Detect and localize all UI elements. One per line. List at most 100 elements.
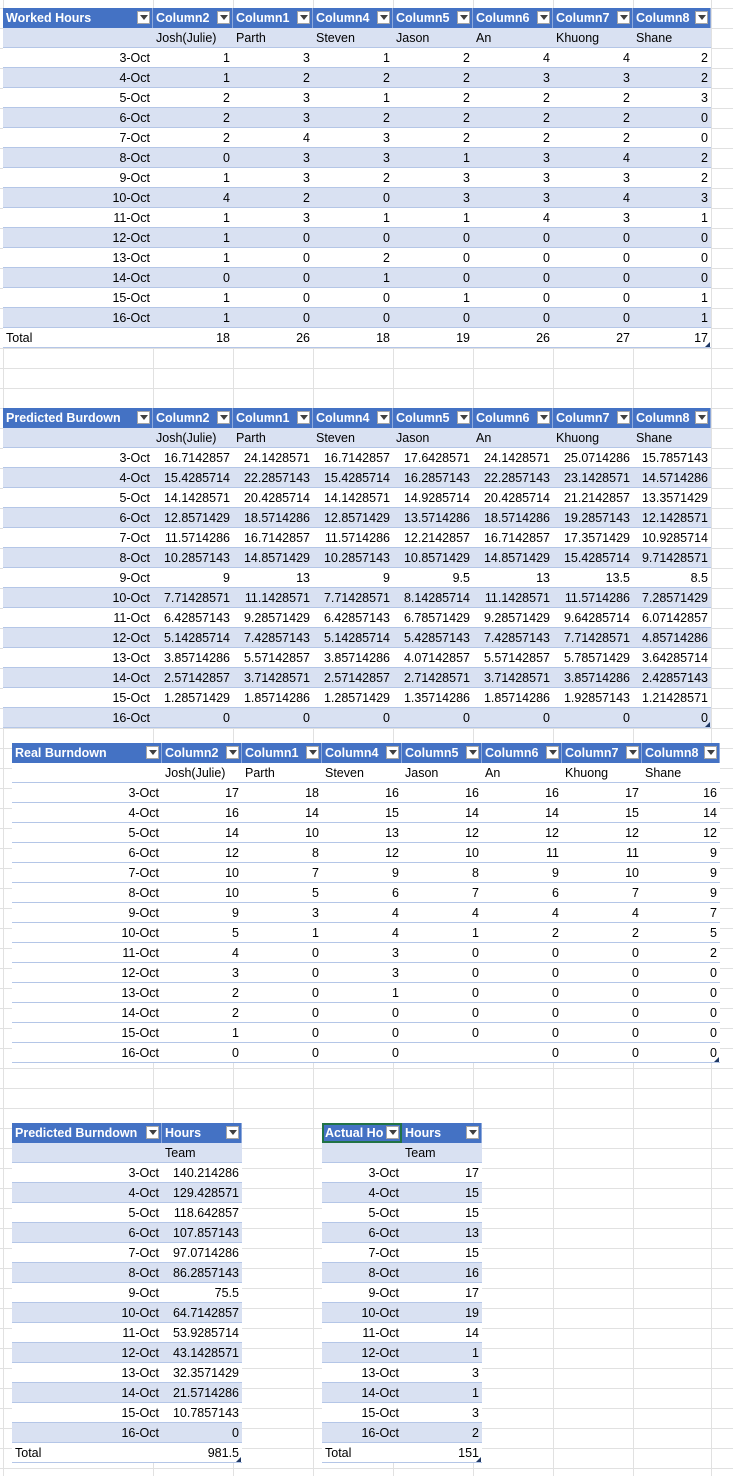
table-cell[interactable]: 2	[153, 128, 233, 148]
table-cell[interactable]: 6-Oct	[3, 508, 153, 528]
table-cell[interactable]: 13-Oct	[3, 648, 153, 668]
table-cell[interactable]: 5-Oct	[322, 1203, 402, 1223]
table-cell[interactable]: 1	[393, 208, 473, 228]
table-cell[interactable]: 15.7857143	[633, 448, 711, 468]
table-cell[interactable]: Khuong	[553, 428, 633, 448]
table-cell[interactable]: 13.3571429	[633, 488, 711, 508]
table-cell[interactable]: 7-Oct	[322, 1243, 402, 1263]
table-cell[interactable]: 2	[313, 168, 393, 188]
table-cell[interactable]: An	[482, 763, 562, 783]
table-cell[interactable]: 10.8571429	[393, 548, 473, 568]
table-cell[interactable]: 3	[233, 148, 313, 168]
table-cell[interactable]: 12-Oct	[3, 228, 153, 248]
table-cell[interactable]: 3.71428571	[233, 668, 313, 688]
table-cell[interactable]: 5.42857143	[393, 628, 473, 648]
table-cell[interactable]: 14	[162, 823, 242, 843]
table-cell[interactable]: 1	[633, 208, 711, 228]
table-cell[interactable]: 9	[162, 903, 242, 923]
table-cell[interactable]: Shane	[633, 428, 711, 448]
table-cell[interactable]: 9	[153, 568, 233, 588]
table-cell[interactable]: 2	[233, 68, 313, 88]
filter-dropdown-icon[interactable]	[695, 11, 708, 24]
table-cell[interactable]: Team	[402, 1143, 482, 1163]
column-header[interactable]: Column5	[402, 743, 482, 763]
table-cell[interactable]: 0	[473, 288, 553, 308]
table-cell[interactable]: Khuong	[553, 28, 633, 48]
table-cell[interactable]: 9.28571429	[233, 608, 313, 628]
table-cell[interactable]: 8	[402, 863, 482, 883]
table-cell[interactable]: 0	[153, 268, 233, 288]
column-header[interactable]: Column2	[153, 8, 233, 28]
table-cell[interactable]: 0	[482, 1003, 562, 1023]
table-cell[interactable]: 10-Oct	[3, 188, 153, 208]
column-header[interactable]: Column6	[482, 743, 562, 763]
table-cell[interactable]	[3, 28, 153, 48]
column-header[interactable]: Hours	[162, 1123, 242, 1143]
table-cell[interactable]: 2.57142857	[313, 668, 393, 688]
table-cell[interactable]: Shane	[642, 763, 720, 783]
table-cell[interactable]: 3	[313, 148, 393, 168]
table-cell[interactable]: 4.07142857	[393, 648, 473, 668]
table-cell[interactable]: 3	[473, 188, 553, 208]
table-cell[interactable]: 0	[553, 248, 633, 268]
filter-dropdown-icon[interactable]	[466, 1126, 479, 1139]
table-cell[interactable]: 0	[233, 268, 313, 288]
table-cell[interactable]: 16	[482, 783, 562, 803]
table-cell[interactable]: 75.5	[162, 1283, 242, 1303]
table-cell[interactable]: 6-Oct	[3, 108, 153, 128]
table-cell[interactable]: 3.64285714	[633, 648, 711, 668]
table-cell[interactable]: 26	[233, 328, 313, 348]
table-cell[interactable]: 3-Oct	[12, 783, 162, 803]
table-cell[interactable]: 0	[313, 708, 393, 728]
table-cell[interactable]: 16-Oct	[3, 708, 153, 728]
table-cell[interactable]	[3, 428, 153, 448]
table-cell[interactable]: 3	[322, 943, 402, 963]
table-cell[interactable]: 4	[402, 903, 482, 923]
table-cell[interactable]	[322, 1143, 402, 1163]
table-cell[interactable]: 12-Oct	[12, 1343, 162, 1363]
column-header[interactable]: Real Burndown	[12, 743, 162, 763]
table-cell[interactable]: 0	[642, 983, 720, 1003]
table-cell[interactable]: 1	[313, 88, 393, 108]
table-cell[interactable]: 1	[162, 1023, 242, 1043]
filter-dropdown-icon[interactable]	[537, 11, 550, 24]
table-cell[interactable]: 0	[562, 1043, 642, 1063]
table-cell[interactable]: 53.9285714	[162, 1323, 242, 1343]
table-cell[interactable]: 4-Oct	[3, 68, 153, 88]
table-cell[interactable]: 17	[162, 783, 242, 803]
table-cell[interactable]: 20.4285714	[233, 488, 313, 508]
table-cell[interactable]: 15.4285714	[313, 468, 393, 488]
table-cell[interactable]: 12	[162, 843, 242, 863]
table-cell[interactable]: 43.1428571	[162, 1343, 242, 1363]
table-cell[interactable]: 1	[322, 983, 402, 1003]
table-cell[interactable]: 1	[153, 48, 233, 68]
table-cell[interactable]: 17	[402, 1283, 482, 1303]
table-cell[interactable]: 4	[473, 208, 553, 228]
table-cell[interactable]: 11-Oct	[12, 1323, 162, 1343]
table-cell[interactable]: Steven	[313, 28, 393, 48]
table-cell[interactable]: 18	[153, 328, 233, 348]
filter-dropdown-icon[interactable]	[617, 411, 630, 424]
table-cell[interactable]: 5.57142857	[473, 648, 553, 668]
table-cell[interactable]: 14.1428571	[153, 488, 233, 508]
table-cell[interactable]: 15-Oct	[12, 1403, 162, 1423]
table-cell[interactable]: 8-Oct	[3, 148, 153, 168]
table-cell[interactable]: 0	[633, 128, 711, 148]
table-cell[interactable]: 9.28571429	[473, 608, 553, 628]
table-cell[interactable]: 1	[633, 288, 711, 308]
table-cell[interactable]: 3	[402, 1403, 482, 1423]
table-cell[interactable]: 14	[642, 803, 720, 823]
table-cell[interactable]: 0	[482, 1023, 562, 1043]
table-cell[interactable]: 3	[553, 208, 633, 228]
table-resize-handle[interactable]	[236, 1457, 241, 1462]
table-cell[interactable]: 15	[402, 1243, 482, 1263]
table-cell[interactable]: 151	[402, 1443, 482, 1463]
table-cell[interactable]: 11	[482, 843, 562, 863]
table-cell[interactable]: 21.5714286	[162, 1383, 242, 1403]
table-cell[interactable]: 9	[642, 883, 720, 903]
table-cell[interactable]: 17.3571429	[553, 528, 633, 548]
filter-dropdown-icon[interactable]	[377, 11, 390, 24]
table-cell[interactable]: 15	[402, 1183, 482, 1203]
table-cell[interactable]: 3	[553, 68, 633, 88]
table-cell[interactable]	[12, 1143, 162, 1163]
